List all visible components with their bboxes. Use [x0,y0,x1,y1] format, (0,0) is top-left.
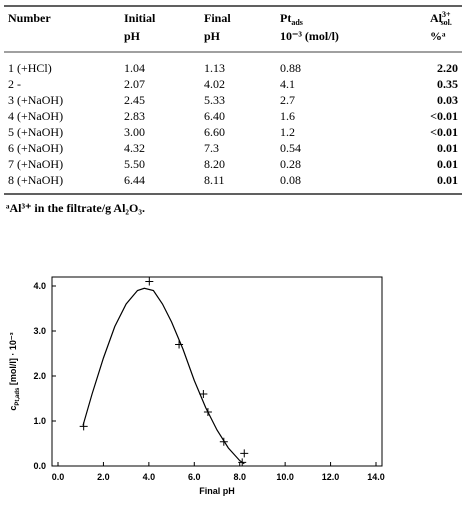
data-point [79,422,88,431]
header: pH [204,29,221,43]
cell: 7.3 [204,141,219,155]
cell: 6.60 [204,125,225,139]
cell: 8.20 [204,157,225,171]
cell: 4.02 [204,77,225,91]
cell: 7 (+NaOH) [8,157,63,171]
cell: 0.88 [280,61,301,75]
y-tick-label: 2.0 [33,371,46,381]
cell: 2.07 [124,77,145,91]
x-tick-label: 2.0 [97,472,110,482]
y-tick-label: 1.0 [33,416,46,426]
x-tick-label: 8.0 [233,472,246,482]
cell: 1 (+HCl) [8,61,52,75]
cell: 2.7 [280,93,295,107]
x-tick-label: 6.0 [188,472,201,482]
header: Al3+ sol. [430,10,452,27]
data-point [199,390,208,398]
table: Number Initial pH Final pH Ptads 10⁻³ (mol/l) A… [4,5,462,215]
cell: 0.03 [437,93,458,107]
cell: 6 (+NaOH) [8,141,63,155]
cell: 2.83 [124,109,145,123]
data-point [203,408,212,416]
header: Ptads [280,11,303,27]
header-sub: ads [291,18,303,27]
x-tick-label: 12.0 [322,472,340,482]
cell: 0.35 [437,77,458,91]
cell: 0.54 [280,141,301,155]
cell: 4 (+NaOH) [8,109,63,123]
data-point [238,458,247,467]
x-tick-label: 0.0 [52,472,65,482]
cell: 8.11 [204,173,225,187]
y-label-main: c [8,406,18,411]
footnote: ᵃAl³⁺ in the filtrate/g Al₂O₃. [6,201,145,215]
cell: <0.01 [430,125,458,139]
data-point [175,340,184,349]
cell: 5 (+NaOH) [8,125,63,139]
cell: 1.6 [280,109,295,123]
cell: 6.40 [204,109,225,123]
header-main: Al [430,11,443,25]
cell: 6.44 [124,173,145,187]
header: 10⁻³ (mol/l) [280,29,339,43]
y-label-sub: Pt,ads [15,387,21,406]
cell: 3 (+NaOH) [8,93,63,107]
header: Final [204,11,231,25]
y-tick-label: 3.0 [33,326,46,336]
cell: <0.01 [430,109,458,123]
x-tick-label: 10.0 [276,472,294,482]
cell: 0.01 [437,173,458,187]
cell: 0.28 [280,157,301,171]
header: Number [8,11,51,25]
fit-curve [82,287,245,465]
y-tick-label: 0.0 [33,461,46,471]
cell: 1.04 [124,61,145,75]
cell: 5.50 [124,157,145,171]
cell: 5.33 [204,93,225,107]
header-main: Pt [280,11,291,25]
header: %ᵃ [430,29,446,43]
cell: 4.32 [124,141,145,155]
cell: 2.45 [124,93,145,107]
cell: 0.01 [437,157,458,171]
y-label-rest: [mol/l] · 10⁻³ [8,332,18,387]
header-sub: sol. [441,18,452,27]
plot-frame [51,276,383,467]
cell: 1.13 [204,61,225,75]
x-axis-label: Final pH [199,486,235,496]
data-point [145,277,154,286]
x-tick-label: 4.0 [143,472,156,482]
data-point [240,449,249,458]
cell: 2 - [8,77,21,91]
header: Initial [124,11,156,25]
cell: 4.1 [280,77,295,91]
header-sup: 3+ [442,10,451,19]
cell: 0.08 [280,173,301,187]
header: pH [124,29,141,43]
cell: 3.00 [124,125,145,139]
cell: 8 (+NaOH) [8,173,63,187]
x-tick-label: 14.0 [367,472,385,482]
cell: 2.20 [437,61,458,75]
cell: 0.01 [437,141,458,155]
cell: 1.2 [280,125,295,139]
y-tick-label: 4.0 [33,281,46,291]
chart: 0.0 2.0 4.0 6.0 8.0 10.0 12.0 14.0 0.0 1.0 2.0 3.0 4… [8,276,385,496]
y-axis-label: cPt,ads [mol/l] · 10⁻³ [8,332,21,410]
data-point [219,437,228,446]
